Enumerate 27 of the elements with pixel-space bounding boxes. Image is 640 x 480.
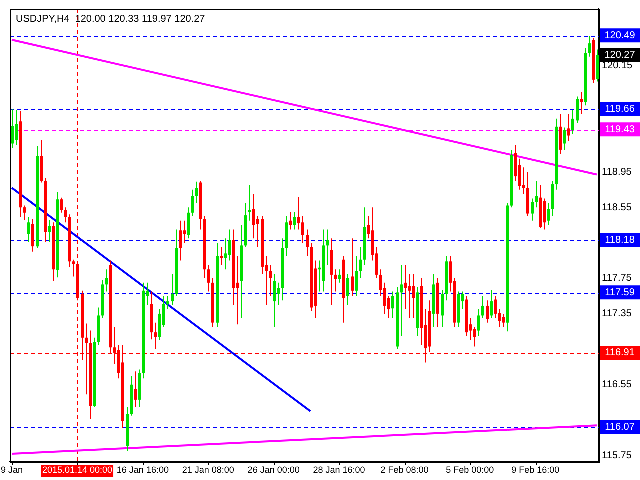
candlestick	[522, 168, 525, 194]
candlestick	[408, 274, 411, 318]
ref-line-label: 120.49	[604, 30, 636, 42]
x-tick-label: 26 Jan 00:00	[248, 464, 300, 475]
x-tick-label: 21 Jan 08:00	[182, 464, 234, 475]
x-tick-label: 16 Jan 16:00	[116, 464, 169, 475]
text: USDJPY,H4 120.00 120.33 119.97 120.27	[16, 14, 206, 25]
ref-line-label: 118.18	[605, 235, 636, 246]
y-tick-label: 115.75	[602, 450, 632, 462]
x-tick-label: 5 Feb 00:00	[446, 464, 494, 475]
x-tick-label: 9 Feb 16:00	[512, 464, 560, 475]
candlestick	[248, 185, 251, 221]
y-tick-label: 117.35	[602, 308, 632, 320]
x-tick-label: 2 Feb 08:00	[380, 464, 429, 475]
ref-line-label: 116.91	[605, 348, 636, 359]
ref-line-label: 119.43	[605, 124, 636, 136]
ref-line-label: 117.59	[605, 287, 636, 298]
y-tick-label: 118.55	[602, 202, 632, 214]
annotation: 120.27	[604, 50, 636, 61]
ref-line-label: 119.66	[605, 104, 636, 115]
ref-line-label: 116.07	[605, 422, 636, 434]
x-tick-label: 2015.01.14 00:00	[42, 464, 113, 475]
x-tick-label: 28 Jan 16:00	[313, 464, 366, 475]
x-tick-label: 9 Jan	[1, 464, 24, 475]
y-tick-label: 116.55	[602, 380, 632, 391]
y-tick-label: 117.75	[602, 273, 632, 284]
y-tick-label: 118.95	[602, 166, 632, 178]
